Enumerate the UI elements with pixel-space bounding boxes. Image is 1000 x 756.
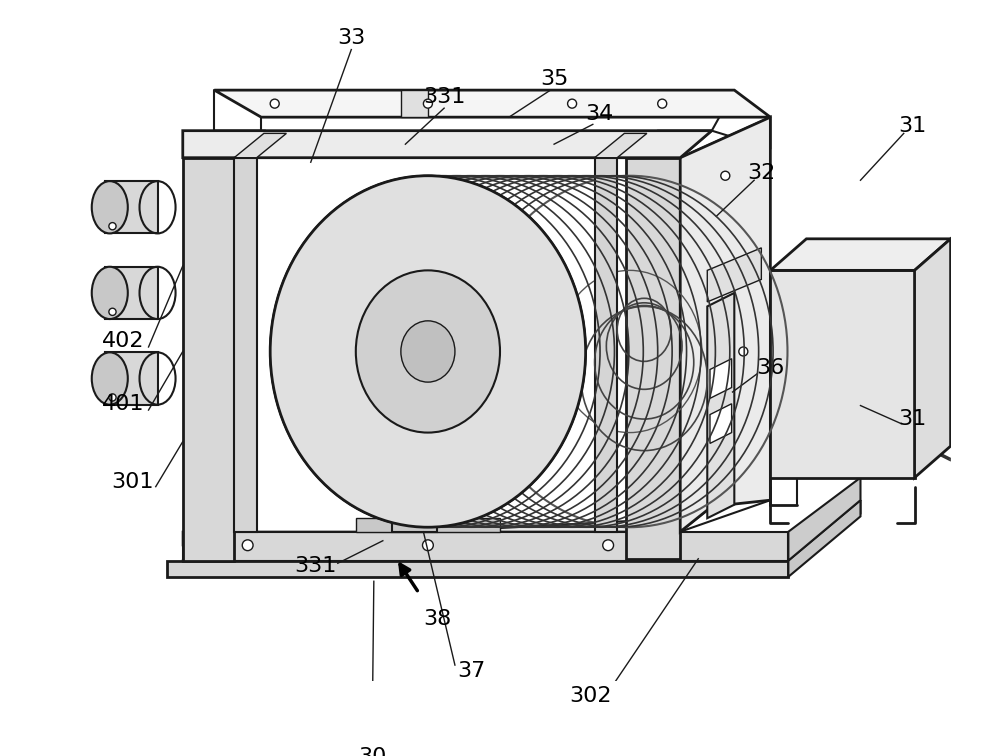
Text: 33: 33 — [337, 28, 365, 48]
Polygon shape — [707, 293, 734, 518]
Text: 30: 30 — [358, 747, 386, 756]
Text: 32: 32 — [747, 163, 775, 183]
Circle shape — [422, 540, 433, 550]
Polygon shape — [710, 404, 732, 444]
Ellipse shape — [401, 321, 455, 382]
Text: 37: 37 — [457, 662, 485, 681]
Polygon shape — [234, 158, 257, 531]
Ellipse shape — [270, 175, 586, 527]
Polygon shape — [356, 518, 500, 531]
Circle shape — [603, 540, 614, 550]
Text: 301: 301 — [111, 472, 154, 492]
Circle shape — [270, 99, 279, 108]
Ellipse shape — [270, 175, 586, 527]
Polygon shape — [770, 239, 951, 271]
Polygon shape — [788, 500, 860, 577]
Polygon shape — [234, 133, 286, 158]
Polygon shape — [710, 358, 732, 398]
Polygon shape — [626, 158, 680, 559]
Ellipse shape — [92, 267, 128, 319]
Polygon shape — [915, 239, 951, 478]
Text: 302: 302 — [569, 686, 611, 706]
Polygon shape — [392, 500, 437, 531]
Polygon shape — [214, 90, 770, 117]
Ellipse shape — [356, 271, 500, 432]
Polygon shape — [183, 158, 234, 560]
Polygon shape — [105, 352, 158, 404]
Polygon shape — [626, 131, 712, 158]
Circle shape — [658, 99, 667, 108]
Polygon shape — [105, 267, 158, 319]
Polygon shape — [183, 507, 712, 545]
Polygon shape — [167, 560, 788, 577]
Ellipse shape — [92, 352, 128, 404]
Polygon shape — [770, 271, 915, 478]
Text: 36: 36 — [756, 358, 784, 378]
Circle shape — [242, 540, 253, 550]
Text: 38: 38 — [423, 609, 451, 629]
Circle shape — [109, 394, 116, 401]
Circle shape — [568, 99, 577, 108]
Text: 31: 31 — [899, 409, 927, 429]
Polygon shape — [788, 478, 860, 560]
Polygon shape — [595, 133, 647, 158]
Text: 331: 331 — [423, 88, 465, 107]
Circle shape — [109, 308, 116, 315]
Text: 35: 35 — [540, 70, 568, 89]
Circle shape — [109, 222, 116, 230]
Ellipse shape — [270, 175, 586, 527]
Polygon shape — [707, 248, 761, 302]
Polygon shape — [680, 117, 770, 531]
Circle shape — [739, 347, 748, 356]
Circle shape — [423, 99, 432, 108]
Text: 31: 31 — [899, 116, 927, 136]
Text: 401: 401 — [102, 394, 145, 414]
Polygon shape — [595, 158, 617, 531]
Polygon shape — [183, 131, 712, 158]
Ellipse shape — [92, 181, 128, 234]
Polygon shape — [183, 531, 788, 560]
Polygon shape — [401, 90, 428, 117]
Polygon shape — [183, 131, 266, 158]
Polygon shape — [183, 500, 860, 574]
Circle shape — [721, 171, 730, 180]
Text: 402: 402 — [102, 330, 145, 351]
Text: 331: 331 — [294, 556, 336, 576]
Polygon shape — [105, 181, 158, 234]
Text: 34: 34 — [585, 104, 613, 123]
